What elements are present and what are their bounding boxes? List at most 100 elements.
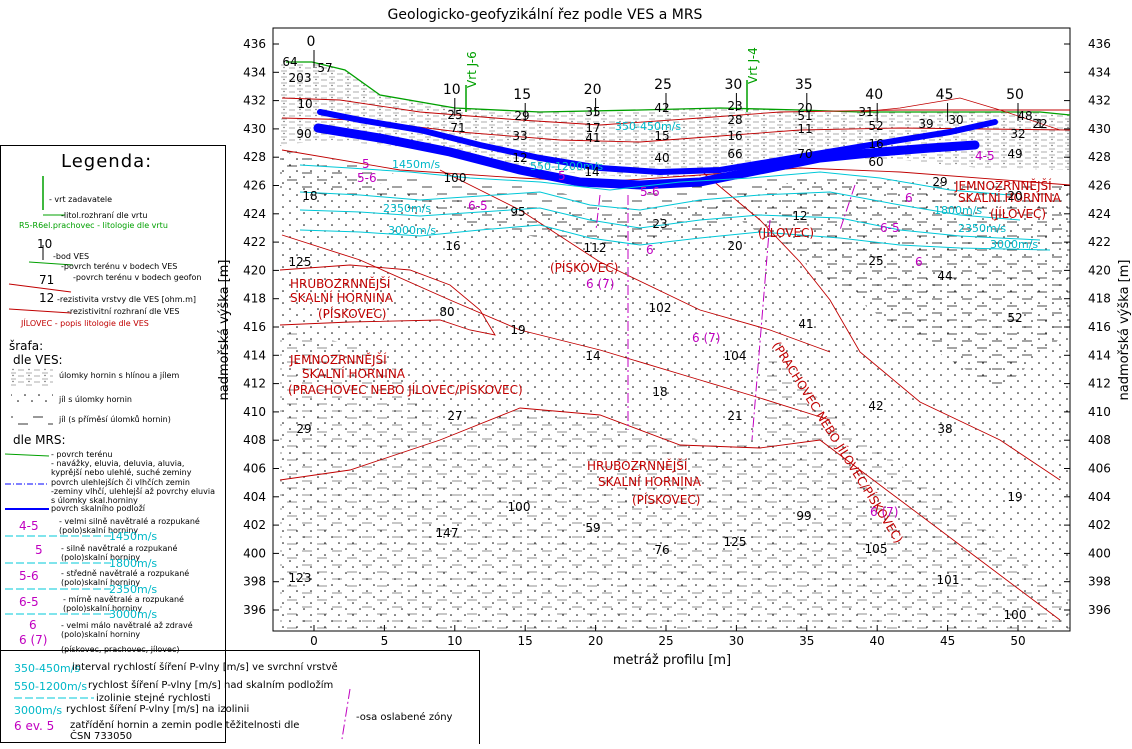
y-tick-label: 406 [1088, 462, 1111, 476]
ves-label: 50 [1006, 87, 1024, 103]
legend-class-text: - mírně navětralé a rozpukané (polo)skal… [63, 595, 184, 613]
bottom-legend-key: 350-450m/s [14, 662, 81, 675]
y-tick-label: 436 [1088, 37, 1111, 51]
resistivity-label: 57 [317, 61, 332, 75]
legend-terrain [28, 261, 74, 266]
legend-symbols [4, 176, 111, 615]
unit-label: HRUBOZRNNĚJŠÍ [587, 458, 688, 473]
ves-label: 35 [795, 77, 813, 93]
legend-class-code: 4-5 [19, 519, 39, 533]
resistivity-label: 10 [297, 97, 312, 111]
y-tick-label: 404 [243, 490, 266, 504]
resistivity-label: 18 [652, 385, 667, 399]
ves-label: 40 [865, 87, 883, 103]
resistivity-label: 147 [436, 526, 459, 540]
y-tick-label: 418 [243, 292, 266, 306]
legend-item: R5-R6el.prachovec - litologie dle vrtu [19, 221, 168, 230]
resistivity-values: 2035764109025712933123517411442154023281… [282, 55, 1047, 622]
legend-mrs-item: -zeminy vlhčí, ulehlejší až povrchy eluv… [51, 487, 215, 505]
y-tick-label: 406 [243, 462, 266, 476]
resistivity-label: 104 [724, 349, 747, 363]
unit-label: JEMNOZRNNĚJŠÍ [289, 352, 387, 367]
unit-label: (PRACHOVEC NEBO JÍLOVEC/PÍSKOVEC) [288, 382, 523, 397]
resistivity-label: 90 [296, 127, 311, 141]
resistivity-label: 52 [1007, 311, 1022, 325]
legend-class-code: 6 [29, 618, 37, 632]
resistivity-label: 23 [652, 217, 667, 231]
resistivity-label: 66 [727, 147, 742, 161]
bottom-legend-text: izolinie stejné rychlosti [96, 693, 211, 704]
ves-label: 20 [584, 82, 602, 98]
legend-hatch-2 [11, 392, 53, 406]
y-tick-label: 434 [1088, 65, 1111, 79]
unit-label: JEMNOZRNNĚJŠÍ [954, 178, 1052, 193]
resistivity-label: 64 [282, 55, 297, 69]
class-label: 6 [905, 191, 913, 205]
unit-label: (JÍLOVEC) [758, 225, 814, 240]
y-tick-label: 426 [1088, 179, 1111, 193]
legend-class-text: (pískovec, prachovec, jílovec) [61, 645, 180, 654]
resistivity-label: 17 [585, 121, 600, 135]
resistivity-label: 32 [1010, 127, 1025, 141]
legend-hatch-1 [11, 368, 53, 386]
class-label: 6 [915, 255, 923, 269]
resistivity-label: 42 [868, 399, 883, 413]
unit-label: (PÍSKOVEC) [550, 260, 618, 275]
resistivity-label: 123 [289, 571, 312, 585]
y-tick-label: 422 [243, 235, 266, 249]
resistivity-label: 41 [585, 131, 600, 145]
resistivity-label: 59 [585, 521, 600, 535]
y-tick-label: 418 [1088, 292, 1111, 306]
bottom-legend-key: 550-1200m/s [14, 680, 88, 693]
weak-zone-axis-4 [839, 184, 856, 231]
interface-8 [859, 97, 1061, 131]
y-tick-label: 396 [243, 603, 266, 617]
weak-zone-axis-3 [751, 219, 771, 441]
interface-5 [439, 169, 831, 353]
velocity-label: 2350m/s [958, 222, 1006, 235]
unit-label: HRUBOZRNNĚJŠÍ [290, 276, 391, 291]
y-tick-label: 426 [243, 179, 266, 193]
class-label: 6 [646, 243, 654, 257]
sandstone-lens [279, 264, 496, 336]
legend-item: -povrch terénu v bodech geofon [73, 273, 202, 282]
resistivity-label: 11 [797, 122, 812, 136]
y-tick-label: 430 [1088, 122, 1111, 136]
resistivity-label: 12 [792, 209, 807, 223]
resistivity-label: 15 [654, 129, 669, 143]
bottom-legend-text: zatřídění hornin a zemin podle těžitelno… [70, 720, 300, 742]
legend-interface [8, 283, 72, 293]
resistivity-label: 21 [727, 409, 742, 423]
y-tick-label: 404 [1088, 490, 1111, 504]
resistivity-label: 22 [1032, 117, 1047, 131]
legend-item: JÍLOVEC - popis litologie dle VES [21, 319, 149, 328]
resistivity-label: 33 [512, 129, 527, 143]
y-tick-label: 402 [1088, 518, 1111, 532]
resistivity-label: 16 [727, 129, 742, 143]
resistivity-label: 51 [797, 109, 812, 123]
unit-label: SKALNÍ HORNINA [302, 366, 406, 381]
class-label: 5 [362, 157, 370, 171]
x-tick-label: 5 [381, 634, 389, 648]
resistivity-label: 14 [585, 349, 600, 363]
y-tick-label: 414 [1088, 348, 1111, 362]
y-tick-label: 420 [1088, 263, 1111, 277]
class-label: 5 [558, 169, 566, 183]
unit-label: (PÍSKOVEC) [318, 306, 386, 321]
siltstone-upper-fill [280, 145, 1070, 390]
resistivity-label: 99 [796, 509, 811, 523]
y-tick-label: 398 [1088, 575, 1111, 589]
bottom-legend-text: interval rychlostí šíření P-vlny [m/s] v… [72, 662, 338, 673]
resistivity-label: 20 [1007, 189, 1022, 203]
y-tick-label: 422 [1088, 235, 1111, 249]
interface-3 [281, 149, 1071, 186]
isoline-1800 [299, 191, 1021, 221]
legend-ves-number: 10 [37, 237, 53, 251]
siltstone-lower-fill [280, 330, 1070, 630]
ves-label: 10 [443, 82, 461, 98]
legend-item: -rezistivitní rozhraní dle VES [67, 307, 180, 316]
y-axis-label-right: nadmořská výška [m] [1117, 260, 1132, 401]
resistivity-label: 71 [450, 121, 465, 135]
ves-label: 25 [654, 77, 672, 93]
ves-label: 30 [724, 77, 742, 93]
